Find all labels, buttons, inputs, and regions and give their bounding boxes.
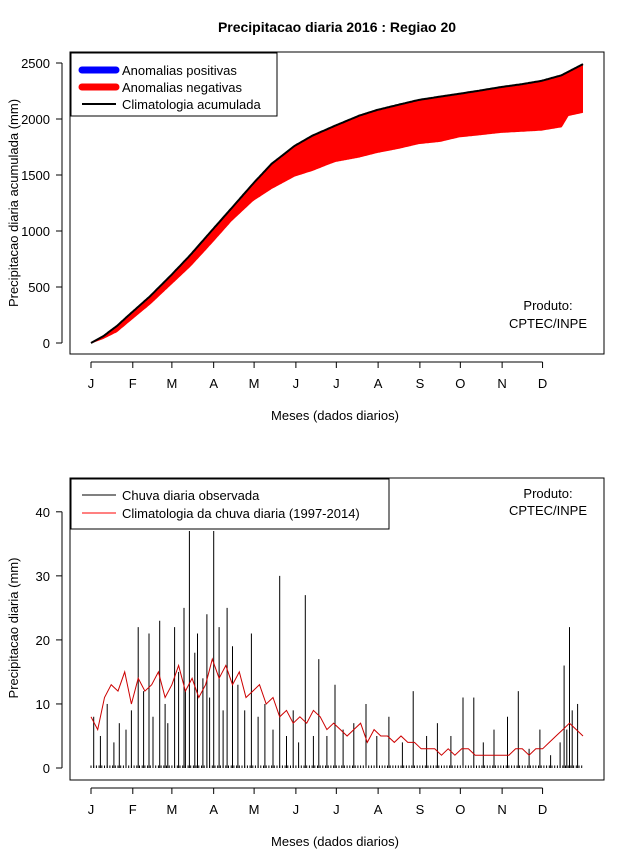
daily-x-tick-label: M <box>249 802 260 817</box>
climatology-daily-line <box>90 657 584 756</box>
daily-legend-box <box>70 478 390 530</box>
negative-anomaly-area <box>91 64 583 343</box>
cumulative-y-tick-label: 1500 <box>21 168 50 183</box>
observed-cumulative-line <box>90 111 584 344</box>
legend-label-observed-rain: Chuva diaria observada <box>122 488 260 503</box>
chart-title: Precipitacao diaria 2016 : Regiao 20 <box>218 19 456 35</box>
daily-y-tick-label: 40 <box>36 505 50 520</box>
daily-x-label: Meses (dados diarios) <box>271 834 399 849</box>
cumulative-y-label: Precipitacao diaria acumulada (mm) <box>6 99 21 307</box>
cumulative-y-tick-label: 500 <box>28 280 50 295</box>
cumulative-x-tick-label: J <box>333 376 340 391</box>
daily-annotation-line1: Produto: <box>523 486 572 501</box>
cumulative-x-tick-label: M <box>249 376 260 391</box>
daily-y-tick-label: 30 <box>36 569 50 584</box>
daily-x-tick-label: A <box>374 802 383 817</box>
cumulative-y-tick-label: 2500 <box>21 56 50 71</box>
daily-x-tick-label: D <box>538 802 547 817</box>
daily-x-tick-label: N <box>497 802 506 817</box>
cumulative-x-tick-label: O <box>455 376 465 391</box>
daily-y-axis: 0 10 20 30 40 <box>36 505 63 776</box>
legend-label-climatology-daily: Climatologia da chuva diaria (1997-2014) <box>122 506 360 521</box>
cumulative-x-tick-label: F <box>129 376 137 391</box>
cumulative-x-tick-label: S <box>416 376 425 391</box>
daily-x-tick-label: S <box>416 802 425 817</box>
cumulative-plot-area <box>90 63 584 344</box>
legend-label-positive-anomaly: Anomalias positivas <box>122 63 237 78</box>
cumulative-x-tick-label: J <box>88 376 95 391</box>
daily-y-tick-label: 0 <box>43 761 50 776</box>
cumulative-x-tick-label: N <box>497 376 506 391</box>
daily-chart: 0 10 20 30 40 J F M A M J J A S O N D Meses (dados diar… <box>6 477 605 849</box>
daily-x-tick-label: O <box>455 802 465 817</box>
daily-annotation-line2: CPTEC/INPE <box>509 503 587 518</box>
daily-y-label: Precipitacao diaria (mm) <box>6 558 21 699</box>
cumulative-chart: Precipitacao diaria 2016 : Regiao 20 0 50… <box>6 19 605 423</box>
daily-y-tick-label: 20 <box>36 633 50 648</box>
cumulative-y-tick-label: 1000 <box>21 224 50 239</box>
cumulative-annotation-line1: Produto: <box>523 298 572 313</box>
cumulative-x-tick-label: J <box>293 376 300 391</box>
daily-x-tick-label: F <box>129 802 137 817</box>
cumulative-legend: Anomalias positivas Anomalias negativas … <box>70 52 278 117</box>
daily-y-tick-label: 10 <box>36 697 50 712</box>
daily-x-tick-label: A <box>209 802 218 817</box>
cumulative-x-tick-label: A <box>209 376 218 391</box>
cumulative-y-tick-label: 2000 <box>21 112 50 127</box>
cumulative-x-tick-label: M <box>166 376 177 391</box>
cumulative-plot-frame <box>69 51 605 355</box>
daily-x-tick-label: J <box>293 802 300 817</box>
cumulative-y-tick-label: 0 <box>43 336 50 351</box>
daily-legend: Chuva diaria observada Climatologia da c… <box>70 478 390 530</box>
cumulative-annotation-line2: CPTEC/INPE <box>509 316 587 331</box>
cumulative-x-label: Meses (dados diarios) <box>271 408 399 423</box>
legend-label-climatology: Climatologia acumulada <box>122 97 262 112</box>
cumulative-y-axis: 0 500 1000 1500 2000 2500 <box>21 56 63 351</box>
daily-x-tick-label: M <box>166 802 177 817</box>
cumulative-x-tick-label: D <box>538 376 547 391</box>
daily-x-tick-label: J <box>333 802 340 817</box>
cumulative-x-tick-label: A <box>374 376 383 391</box>
climatology-cumulative-line <box>90 63 584 344</box>
legend-label-negative-anomaly: Anomalias negativas <box>122 80 242 95</box>
daily-plot-frame <box>69 477 605 781</box>
daily-plot-area <box>90 531 584 768</box>
daily-x-tick-label: J <box>88 802 95 817</box>
